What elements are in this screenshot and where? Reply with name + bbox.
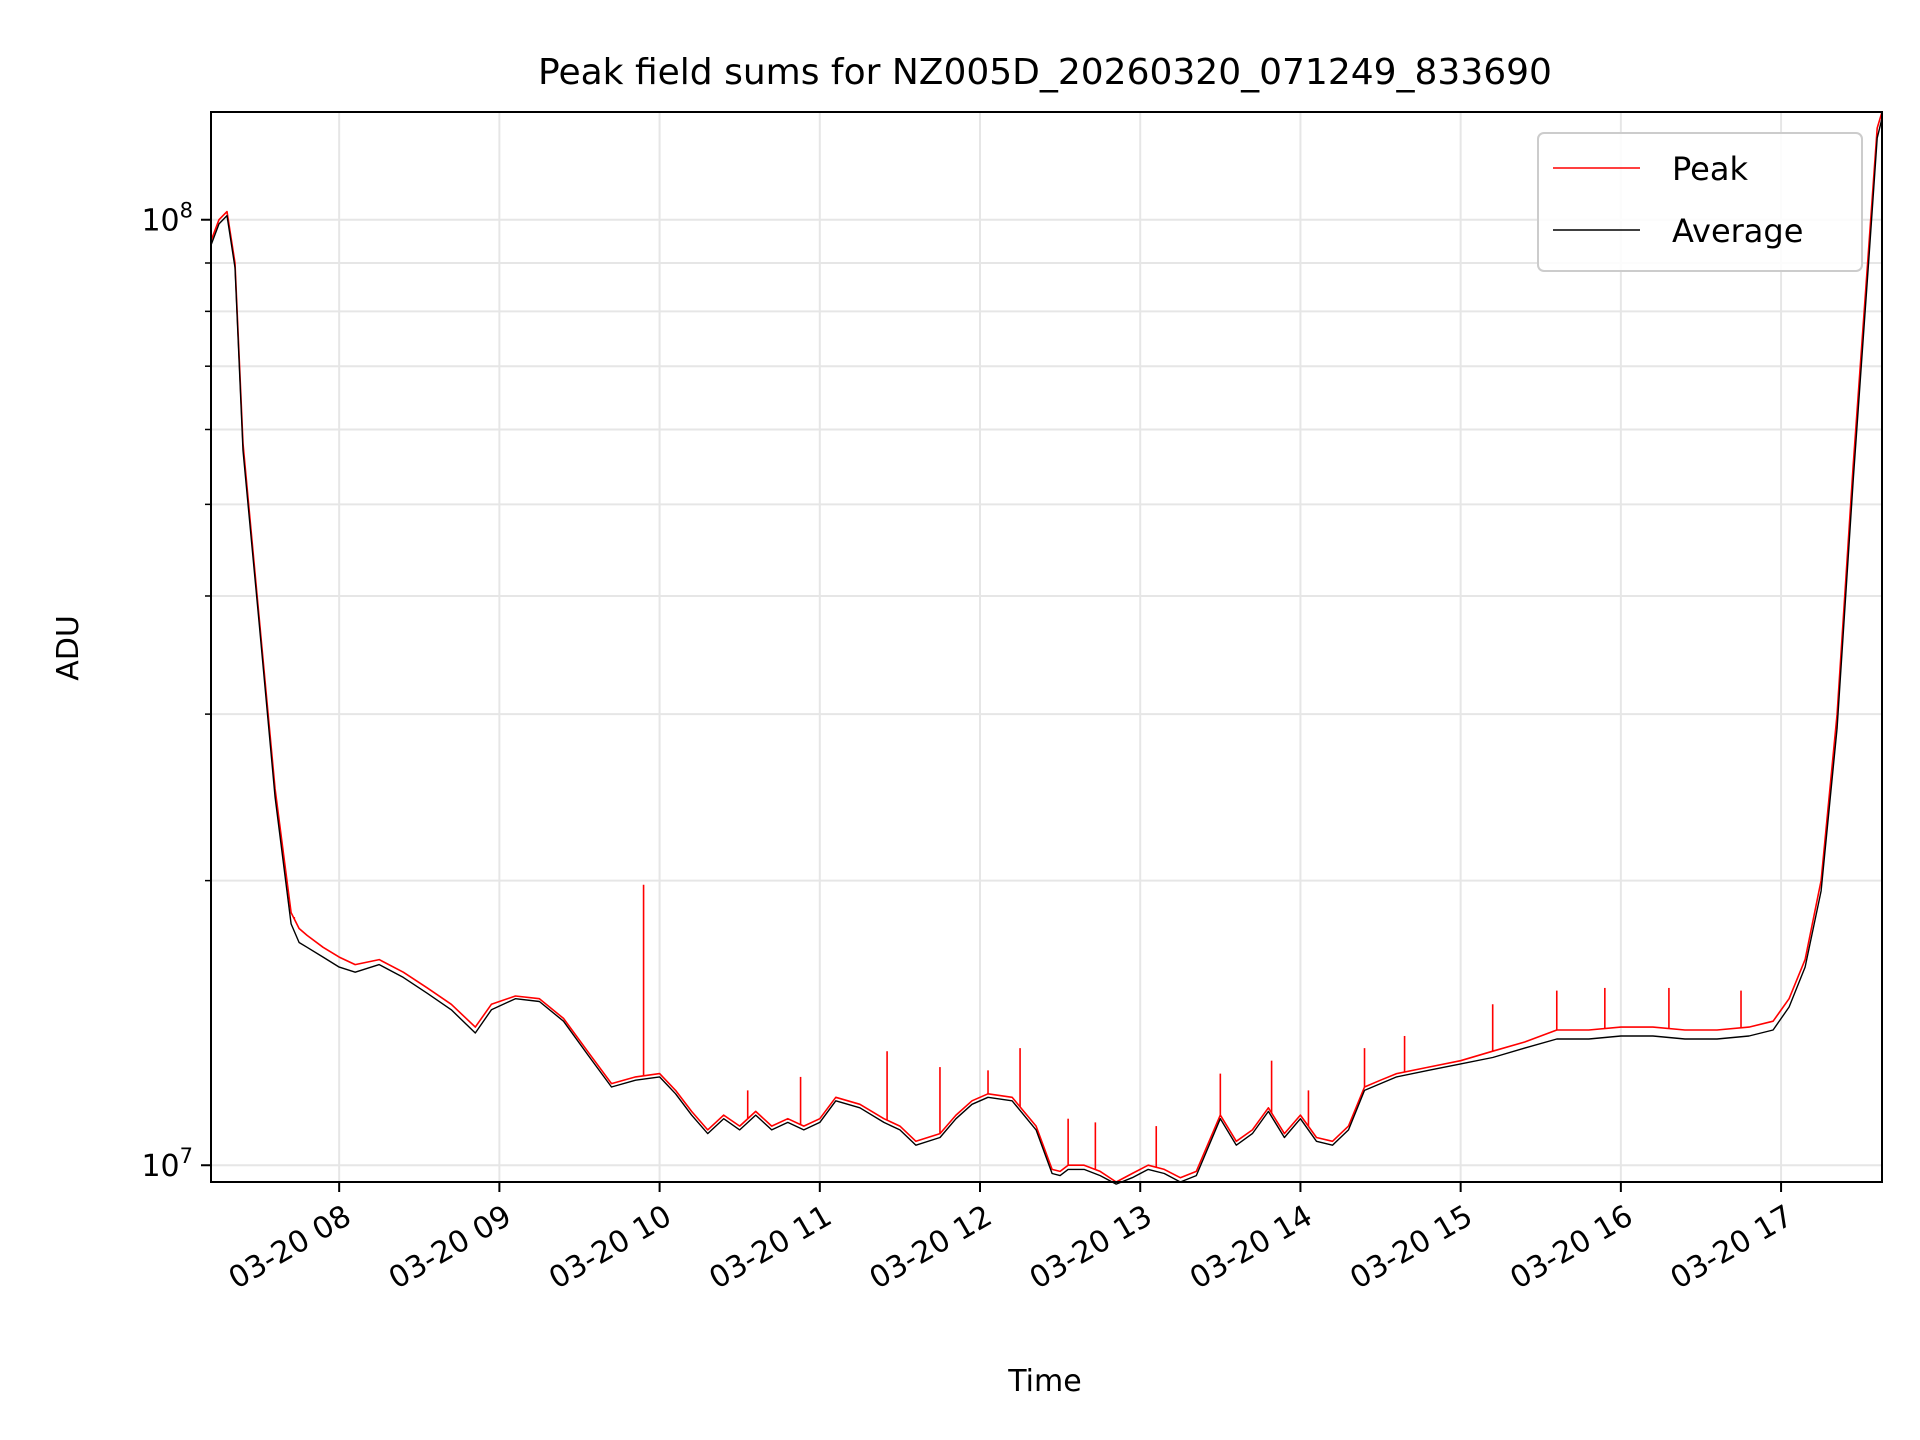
plot-series xyxy=(210,111,1883,1185)
x-axis-label: Time xyxy=(1007,1364,1081,1399)
y-axis-ticks: 107 108 xyxy=(141,199,211,1184)
series-line-average xyxy=(210,118,1883,1185)
y-axis-label: ADU xyxy=(51,615,86,681)
legend: Peak Average xyxy=(1537,132,1863,272)
series-line-peak xyxy=(210,111,1883,1183)
y-tick-label: 108 xyxy=(141,199,193,239)
legend-average-label: Average xyxy=(1672,212,1803,250)
legend-peak-label: Peak xyxy=(1672,150,1748,188)
y-tick-label: 107 xyxy=(141,1144,193,1184)
plot-frame xyxy=(210,111,1883,1183)
chart-title: Peak field sums for NZ005D_20260320_0712… xyxy=(538,52,1552,93)
x-gridlines xyxy=(338,112,1783,1182)
